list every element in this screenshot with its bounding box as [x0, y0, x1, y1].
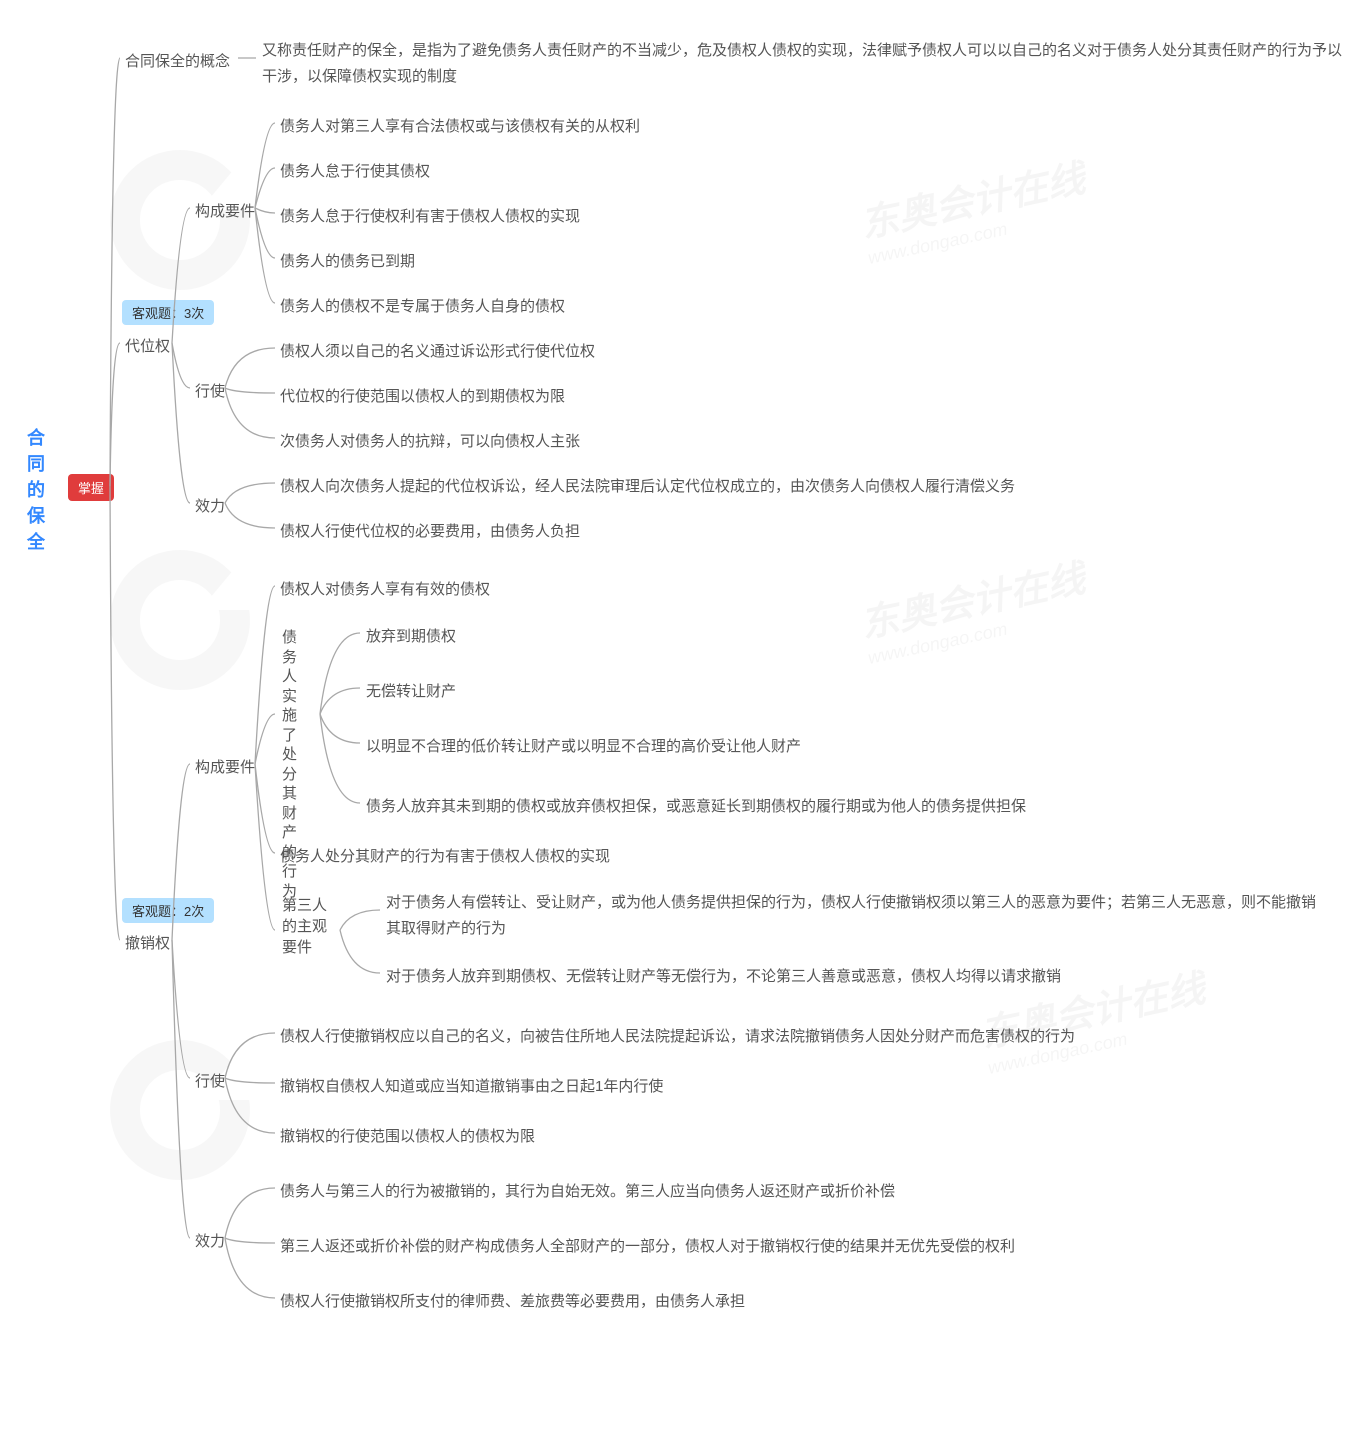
node-daiwei-xiaoli: 效力 [195, 495, 225, 516]
master-badge: 掌握 [68, 474, 114, 501]
node-chexiao-xiaoli: 效力 [195, 1230, 225, 1251]
leaf: 第三人返还或折价补偿的财产构成债务人全部财产的一部分，债权人对于撤销权行使的结果… [280, 1235, 1015, 1256]
leaf: 撤销权的行使范围以债权人的债权为限 [280, 1125, 535, 1146]
leaf: 债务人怠于行使权利有害于债权人债权的实现 [280, 205, 580, 226]
leaf: 债权人行使撤销权所支付的律师费、差旅费等必要费用，由债务人承担 [280, 1290, 745, 1311]
node-concept: 合同保全的概念 [125, 50, 230, 71]
leaf: 债权人行使代位权的必要费用，由债务人负担 [280, 520, 580, 541]
leaf: 无偿转让财产 [366, 680, 456, 701]
connector-svg [20, 20, 1346, 1417]
leaf: 债务人怠于行使其债权 [280, 160, 430, 181]
watermark-circle [110, 550, 250, 690]
node-chexiao: 撤销权 [125, 932, 170, 953]
watermark-text: 东奥会计在线www.dongao.com [855, 147, 1094, 269]
watermark-text: 东奥会计在线www.dongao.com [855, 547, 1094, 669]
root-node: 合同的保全 [22, 428, 48, 558]
leaf: 次债务人对债务人的抗辩，可以向债权人主张 [280, 430, 580, 451]
leaf-concept: 又称责任财产的保全，是指为了避免债务人责任财产的不当减少，危及债权人债权的实现，… [262, 38, 1342, 89]
node-daiwei-xingshi: 行使 [195, 380, 225, 401]
mindmap-container: 东奥会计在线www.dongao.com 东奥会计在线www.dongao.co… [20, 20, 1340, 1417]
leaf: 债务人放弃其未到期的债权或放弃债权担保，或恶意延长到期债权的履行期或为他人的债务… [366, 795, 1026, 816]
leaf: 债务人的债务已到期 [280, 250, 415, 271]
leaf: 债务人的债权不是专属于债务人自身的债权 [280, 295, 565, 316]
node-daiwei-gcyj: 构成要件 [195, 200, 255, 221]
leaf: 放弃到期债权 [366, 625, 456, 646]
leaf: 撤销权自债权人知道或应当知道撤销事由之日起1年内行使 [280, 1075, 663, 1096]
node-daiwei: 代位权 [125, 335, 170, 356]
count-badge-2: 客观题：2次 [122, 898, 214, 923]
leaf: 代位权的行使范围以债权人的到期债权为限 [280, 385, 565, 406]
watermark-circle [110, 1040, 250, 1180]
count-badge-1: 客观题：3次 [122, 300, 214, 325]
leaf: 债务人对第三人享有合法债权或与该债权有关的从权利 [280, 115, 640, 136]
node-chexiao-xingshi: 行使 [195, 1070, 225, 1091]
leaf: 债务人与第三人的行为被撤销的，其行为自始无效。第三人应当向债务人返还财产或折价补… [280, 1180, 895, 1201]
leaf: 以明显不合理的低价转让财产或以明显不合理的高价受让他人财产 [366, 735, 801, 756]
node-chexiao-gcyj: 构成要件 [195, 756, 255, 777]
leaf: 债权人向次债务人提起的代位权诉讼，经人民法院审理后认定代位权成立的，由次债务人向… [280, 475, 1015, 496]
leaf: 债权人对债务人享有有效的债权 [280, 578, 490, 599]
leaf: 债权人须以自己的名义通过诉讼形式行使代位权 [280, 340, 595, 361]
leaf: 债务人处分其财产的行为有害于债权人债权的实现 [280, 845, 610, 866]
node-disanren: 第三人的主观要件 [282, 895, 330, 958]
leaf: 债权人行使撤销权应以自己的名义，向被告住所地人民法院提起诉讼，请求法院撤销债务人… [280, 1025, 1075, 1046]
leaf: 对于债务人有偿转让、受让财产，或为他人债务提供担保的行为，债权人行使撤销权须以第… [386, 890, 1326, 941]
leaf: 对于债务人放弃到期债权、无偿转让财产等无偿行为，不论第三人善意或恶意，债权人均得… [386, 965, 1061, 986]
